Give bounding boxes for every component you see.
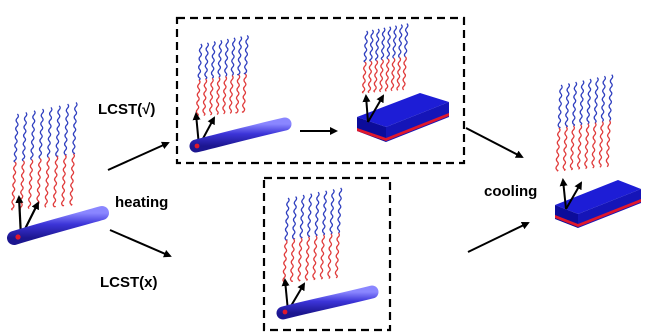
- polymer-chain: [64, 104, 68, 155]
- polymer-chain: [229, 76, 233, 114]
- lower-rod-assembly: [283, 188, 372, 315]
- grafted-chains-icon: [283, 188, 342, 282]
- polymer-chain: [37, 159, 41, 208]
- polymer-chain: [203, 79, 207, 115]
- polymer-chain: [330, 189, 334, 234]
- grafted-chains-icon: [556, 75, 613, 171]
- polymer-chain: [238, 37, 242, 75]
- polymer-chain: [391, 58, 395, 91]
- polymer-chain: [601, 76, 605, 122]
- polymer-chain: [320, 235, 324, 279]
- polymer-chain: [218, 40, 222, 77]
- initial-rod-assembly: [12, 103, 102, 240]
- polymer-chain: [338, 188, 342, 233]
- polymer-chain: [594, 78, 598, 123]
- polymer-chain: [244, 35, 248, 74]
- polymer-chain: [70, 154, 74, 205]
- polymer-chain: [592, 123, 596, 168]
- polymer-chain: [22, 112, 26, 160]
- polymer-chain: [313, 236, 317, 280]
- polymer-chain: [563, 127, 567, 170]
- polymer-chain: [393, 26, 397, 59]
- polymer-chain: [300, 195, 304, 238]
- polymer-chain: [368, 61, 372, 92]
- polymer-chain: [225, 39, 229, 76]
- polymer-chain: [387, 27, 391, 59]
- polymer-chain: [404, 24, 408, 57]
- heating-label: heating: [115, 195, 168, 210]
- polymer-chain: [28, 160, 32, 209]
- polymer-chain: [599, 122, 603, 168]
- polymer-chain: [223, 77, 227, 114]
- polymer-chain: [62, 155, 66, 206]
- polymer-chain: [73, 103, 77, 154]
- polymer-chain: [376, 29, 380, 61]
- polymer-chain: [31, 111, 35, 160]
- lcst-no-label: LCST(x): [100, 275, 158, 290]
- polymer-chain: [56, 106, 60, 156]
- polymer-chain: [242, 74, 246, 113]
- polymer-chain: [210, 78, 214, 115]
- polymer-chain: [283, 240, 287, 282]
- polymer-chain: [328, 234, 332, 279]
- upper-slab-assembly: [357, 24, 449, 142]
- polymer-chain: [293, 197, 297, 239]
- polymer-chain: [20, 161, 24, 210]
- polymer-chain: [585, 124, 589, 169]
- arrow-upper-to-final: [466, 128, 522, 157]
- polymer-chain: [364, 31, 368, 62]
- polymer-chain: [380, 60, 384, 92]
- polymer-chain: [558, 85, 562, 128]
- lcst-yes-label: LCST(√): [98, 102, 155, 117]
- polymer-chain: [216, 77, 220, 114]
- polymer-chain: [198, 44, 202, 80]
- polymer-chain: [570, 126, 574, 170]
- polymer-chain: [580, 81, 584, 125]
- polymer-chain: [39, 109, 43, 158]
- polymer-chain: [205, 43, 209, 79]
- polymer-chain: [399, 25, 403, 58]
- polymer-chain: [47, 107, 51, 157]
- polymer-chain: [285, 198, 289, 240]
- polymer-chain: [374, 61, 378, 93]
- grafted-chains-icon: [362, 24, 407, 93]
- polymer-chain: [45, 157, 49, 207]
- polymer-chain: [573, 82, 577, 126]
- polymer-chain: [556, 128, 560, 171]
- polymer-chain: [236, 75, 240, 113]
- polymer-chain: [403, 57, 407, 90]
- polymer-chain: [397, 58, 401, 91]
- polymer-chain: [12, 162, 16, 210]
- arrow-to-lower-box: [110, 230, 170, 256]
- polymer-chain: [606, 121, 610, 167]
- upper-rod-assembly: [195, 35, 285, 148]
- polymer-chain: [587, 79, 591, 124]
- polymer-chain: [305, 237, 309, 280]
- polymer-chain: [315, 192, 319, 236]
- polymer-chain: [370, 30, 374, 61]
- polymer-chain: [211, 42, 215, 79]
- cooling-label: cooling: [484, 184, 537, 199]
- grafted-chains-icon: [12, 103, 77, 211]
- polymer-chain: [308, 194, 312, 237]
- polymer-chain: [565, 84, 569, 128]
- arrow-to-upper-box: [108, 143, 168, 170]
- final-slab-assembly: [555, 75, 641, 228]
- polymer-chain: [609, 75, 613, 121]
- polymer-chain: [231, 38, 235, 76]
- polymer-chain: [196, 80, 200, 116]
- arrow-lower-to-final: [468, 223, 528, 252]
- polymer-chain: [290, 239, 294, 281]
- polymer-chain: [362, 62, 366, 93]
- polymer-chain: [578, 125, 582, 169]
- polymer-chain: [335, 233, 339, 278]
- polymer-chain: [323, 191, 327, 235]
- polymer-chain: [53, 156, 57, 206]
- polymer-chain: [381, 28, 385, 60]
- polymer-chain: [385, 59, 389, 91]
- polymer-chain: [14, 114, 18, 162]
- grafted-chains-icon: [196, 35, 248, 116]
- polymer-chain: [298, 238, 302, 281]
